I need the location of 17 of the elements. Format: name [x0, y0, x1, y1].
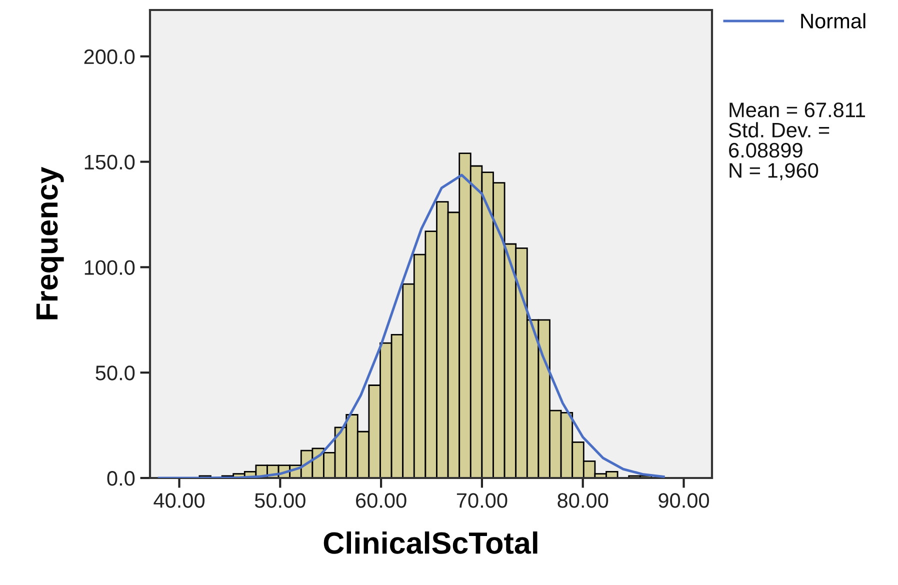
text: N = 1,960	[730, 163, 818, 180]
legend-label: Normal	[801, 13, 866, 28]
y-tick-label: 100.0	[84, 260, 135, 275]
x-tick-label: 70.00	[456, 493, 508, 508]
x-tick-label: 40.00	[154, 493, 205, 508]
x-tick-label: 60.00	[356, 493, 406, 508]
text: Std. Dev. = 6.08899	[728, 122, 830, 158]
y-axis-title: Frequency	[36, 166, 64, 320]
y-tick-label: 50.0	[96, 366, 135, 380]
x-axis-title: ClinicalScTotal	[324, 531, 538, 554]
x-tick-label: 50.00	[254, 493, 306, 508]
x-tick-label: 80.00	[558, 493, 608, 508]
y-tick-label: 0.0	[107, 471, 135, 486]
y-tick-label: 200.0	[84, 49, 135, 64]
y-tick-label: 150.0	[84, 154, 135, 170]
text: Mean = 67.811	[730, 102, 866, 118]
x-tick-label: 90.00	[658, 493, 710, 508]
